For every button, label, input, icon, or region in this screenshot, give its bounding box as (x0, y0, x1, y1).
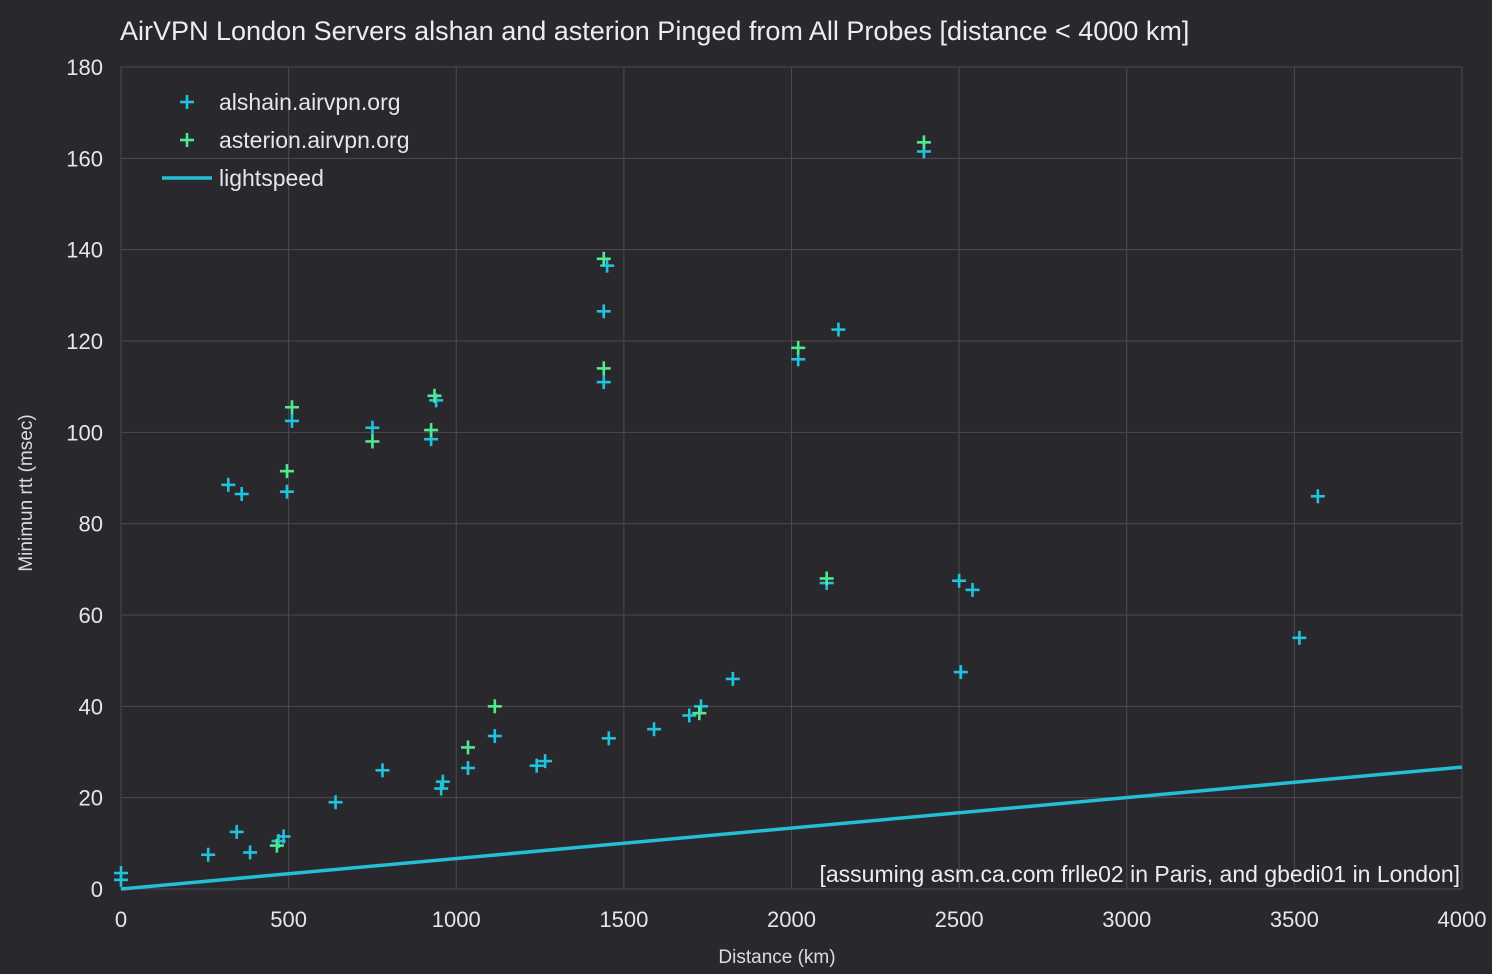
data-point-alshain (831, 322, 846, 337)
y-tick-label: 140 (66, 238, 103, 263)
data-point-alshain (279, 484, 294, 499)
data-point-asterion (692, 706, 707, 721)
data-point-alshain (596, 304, 611, 319)
data-point-alshain (1310, 489, 1325, 504)
x-tick-label: 1000 (432, 907, 481, 932)
x-tick-label: 3500 (1270, 907, 1319, 932)
data-point-alshain (234, 486, 249, 501)
grid (120, 66, 1463, 890)
y-tick-label: 180 (66, 55, 103, 80)
data-point-alshain (276, 829, 291, 844)
lightspeed-line-layer (120, 765, 1463, 891)
data-point-alshain (953, 665, 968, 680)
data-points (114, 135, 1325, 887)
y-tick-label: 0 (91, 877, 103, 902)
data-point-alshain (1292, 630, 1307, 645)
data-point-alshain (601, 731, 616, 746)
y-tick-label: 40 (79, 694, 103, 719)
data-point-alshain (682, 708, 697, 723)
data-point-alshain (375, 763, 390, 778)
data-point-alshain (221, 477, 236, 492)
x-tick-label: 3000 (1102, 907, 1151, 932)
x-tick-label: 1500 (599, 907, 648, 932)
chart-title: AirVPN London Servers alshan and asterio… (120, 16, 1189, 46)
x-tick-label: 500 (270, 907, 307, 932)
y-tick-label: 120 (66, 329, 103, 354)
data-point-asterion (819, 571, 834, 586)
legend-label: lightspeed (219, 165, 324, 191)
data-point-asterion (596, 361, 611, 376)
data-point-asterion (269, 838, 284, 853)
assumption-annotation: [assuming asm.ca.com frlle02 in Paris, a… (819, 861, 1460, 887)
data-point-asterion (460, 740, 475, 755)
data-point-asterion (791, 340, 806, 355)
data-point-asterion (596, 251, 611, 266)
y-tick-label: 160 (66, 146, 103, 171)
axis-ticks: 0 20 40 60 80 100 120 140 160 180 0 500 1000 1500 2000… (66, 55, 1486, 932)
data-point-alshain (596, 375, 611, 390)
data-point-alshain (328, 795, 343, 810)
data-point-alshain (952, 573, 967, 588)
data-point-alshain (647, 722, 662, 737)
data-point-alshain (600, 258, 615, 273)
x-axis-label: Distance (km) (718, 947, 835, 968)
data-point-asterion (427, 388, 442, 403)
data-point-alshain (965, 582, 980, 597)
data-point-alshain (114, 866, 128, 881)
data-point-alshain (434, 781, 449, 796)
data-point-alshain (487, 729, 502, 744)
legend-label: asterion.airvpn.org (219, 127, 410, 153)
data-point-asterion (365, 434, 380, 449)
data-point-alshain (365, 420, 380, 435)
legend-marker (180, 133, 194, 147)
legend-label: alshain.airvpn.org (219, 89, 401, 115)
data-point-asterion (424, 423, 439, 438)
data-point-asterion (916, 135, 931, 150)
x-tick-label: 2000 (767, 907, 816, 932)
lightspeed-line (120, 765, 1463, 891)
legend-marker (180, 95, 194, 109)
data-point-alshain (243, 845, 258, 860)
data-point-alshain (725, 671, 740, 686)
data-point-alshain (435, 774, 450, 789)
data-point-alshain (538, 754, 553, 769)
data-point-alshain (529, 758, 544, 773)
x-tick-label: 4000 (1438, 907, 1487, 932)
y-tick-label: 100 (66, 420, 103, 445)
y-axis-label: Minimun rtt (msec) (16, 414, 37, 571)
data-point-alshain (460, 760, 475, 775)
data-point-alshain (693, 699, 708, 714)
x-tick-label: 2500 (935, 907, 984, 932)
y-tick-label: 60 (79, 603, 103, 628)
data-point-alshain (284, 413, 299, 428)
data-point-asterion (279, 464, 294, 479)
data-point-asterion (487, 699, 502, 714)
data-point-alshain (201, 847, 216, 862)
y-tick-label: 20 (79, 786, 103, 811)
data-point-asterion (284, 400, 299, 415)
y-tick-label: 80 (79, 512, 103, 537)
data-point-alshain (229, 824, 244, 839)
x-tick-label: 0 (115, 907, 127, 932)
legend: alshain.airvpn.org asterion.airvpn.org lig… (162, 89, 410, 191)
